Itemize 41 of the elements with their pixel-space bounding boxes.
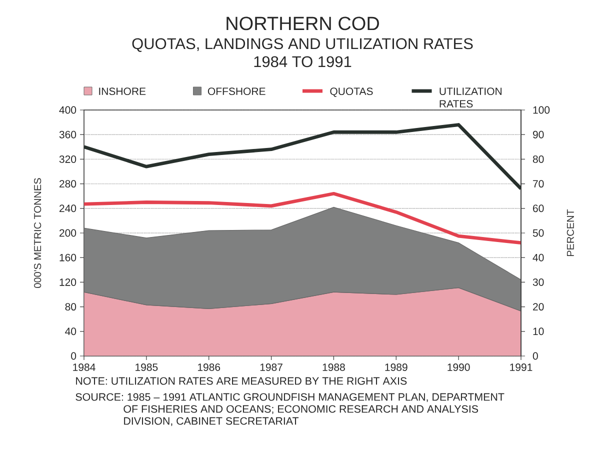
x-tick-label: 1986 bbox=[198, 364, 220, 371]
x-tick-label: 1990 bbox=[448, 364, 470, 371]
y2-axis-title: PERCENT bbox=[566, 209, 574, 256]
x-tick-label: 1988 bbox=[322, 364, 345, 371]
chart-title: NORTHERN COD bbox=[226, 16, 379, 30]
chart-subtitle: QUOTAS, LANDINGS AND UTILIZATION RATES 1984 TO 1991 bbox=[132, 38, 473, 68]
source-note: SOURCE: 1985 – 1991 ATLANTIC GROUNDFISH MANAGEMENT PLAN, DEPARTMENT OF FISHERIES AND OCEANS; ECONOMIC RESEARCH AND ANALYSIS DIVISION, CABINET SECRETARIAT bbox=[76, 393, 504, 426]
y2-tick-label: 70 bbox=[533, 180, 544, 188]
y2-tick-label: 100 bbox=[533, 106, 550, 114]
y2-tick-label: 90 bbox=[533, 130, 544, 138]
legend-label: INSHORE bbox=[99, 88, 146, 96]
y2-tick-label: 50 bbox=[532, 229, 544, 237]
y2-tick-label: 60 bbox=[533, 204, 544, 212]
y2-tick-label: 30 bbox=[532, 278, 544, 286]
y-tick-label: 280 bbox=[60, 180, 76, 188]
y-axis-title: 000'S METRIC TONNES bbox=[34, 178, 42, 288]
legend-label: OFFSHORE bbox=[208, 88, 266, 96]
x-tick-label: 1987 bbox=[260, 364, 282, 371]
y2-tick-label: 0 bbox=[532, 352, 538, 360]
y2-tick-label: 20 bbox=[533, 303, 544, 311]
x-tick-label: 1984 bbox=[73, 364, 96, 371]
text: NOTE: UTILIZATION RATES ARE MEASURED BY THE RIGHT AXIS bbox=[76, 377, 407, 385]
y-tick-label: 320 bbox=[59, 155, 76, 163]
y-tick-label: 0 bbox=[71, 352, 76, 360]
legend-label: QUOTAS bbox=[330, 88, 373, 97]
line-series bbox=[84, 192, 521, 245]
y-tick-label: 120 bbox=[60, 278, 76, 286]
y-tick-label: 40 bbox=[65, 328, 76, 336]
x-tick-label: 1989 bbox=[385, 364, 408, 371]
y-tick-label: 360 bbox=[59, 130, 76, 138]
x-tick-label: 1985 bbox=[136, 364, 158, 371]
y2-tick-label: 40 bbox=[532, 254, 544, 262]
y-tick-label: 240 bbox=[60, 204, 76, 212]
y2-tick-label: 80 bbox=[532, 155, 544, 163]
y-tick-label: 160 bbox=[60, 254, 76, 262]
y-tick-label: 80 bbox=[65, 303, 76, 311]
y2-tick-label: 10 bbox=[533, 328, 544, 336]
y-tick-label: 200 bbox=[60, 229, 76, 237]
legend-label: UTILIZATION RATES bbox=[440, 88, 502, 108]
x-tick-label: 1991 bbox=[510, 364, 532, 371]
y-tick-label: 400 bbox=[59, 106, 76, 114]
